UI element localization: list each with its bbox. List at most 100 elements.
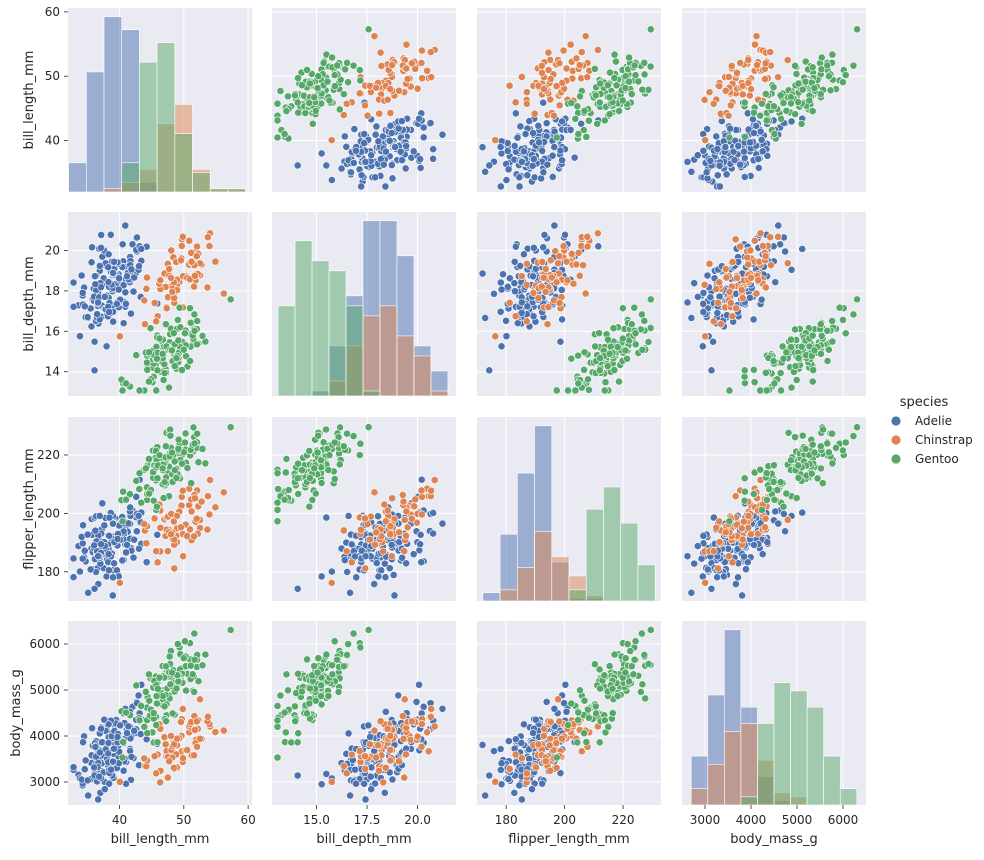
scatter-point-adelie [693, 151, 702, 160]
scatter-point-gentoo [629, 670, 638, 679]
scatter-point-gentoo [153, 684, 162, 693]
scatter-point-adelie [135, 544, 143, 553]
scatter-point-chinstrap [177, 241, 186, 250]
scatter-point-adelie [100, 785, 109, 794]
scatter-point-gentoo [178, 459, 186, 468]
scatter-point-gentoo [849, 61, 858, 70]
scatter-point-chinstrap [374, 741, 382, 750]
hist-bar-adelie [68, 162, 87, 193]
scatter-point-gentoo [284, 486, 293, 494]
scatter-point-gentoo [808, 440, 817, 449]
scatter-point-adelie [109, 269, 117, 277]
scatter-point-gentoo [758, 99, 766, 108]
scatter-point-gentoo [159, 494, 168, 502]
hist-bar-chinstrap [690, 788, 709, 806]
scatter-point-adelie [523, 302, 532, 311]
scatter-point-gentoo [853, 25, 861, 34]
scatter-point-chinstrap [761, 59, 770, 68]
x-tick-label-bill_length_mm: 60 [240, 813, 255, 827]
hist-bar-gentoo [757, 723, 775, 806]
scatter-point-chinstrap [766, 48, 775, 57]
scatter-point-chinstrap [347, 558, 356, 567]
scatter-point-chinstrap [567, 249, 576, 258]
scatter-point-adelie [95, 262, 104, 270]
scatter-point-gentoo [626, 647, 635, 655]
scatter-point-adelie [481, 314, 490, 322]
scatter-point-adelie [409, 550, 418, 559]
scatter-point-adelie [502, 316, 510, 325]
scatter-point-adelie [76, 567, 84, 576]
scatter-point-gentoo [613, 343, 622, 351]
scatter-point-gentoo [574, 351, 583, 360]
scatter-point-gentoo [328, 670, 337, 679]
scatter-point-gentoo [145, 696, 154, 705]
scatter-point-gentoo [792, 494, 801, 502]
scatter-point-chinstrap [219, 488, 228, 497]
scatter-point-gentoo [797, 119, 806, 128]
scatter-point-chinstrap [756, 229, 765, 238]
scatter-point-gentoo [646, 62, 655, 71]
scatter-point-adelie [374, 137, 383, 146]
scatter-point-chinstrap [426, 48, 435, 57]
scatter-point-adelie [693, 292, 702, 301]
scatter-point-chinstrap [153, 558, 162, 567]
scatter-point-gentoo [794, 79, 803, 88]
scatter-point-adelie [409, 147, 418, 156]
scatter-point-gentoo [835, 303, 844, 312]
scatter-point-chinstrap [544, 48, 553, 57]
panel-flipper_length_mm-vs-body_mass_g [682, 417, 866, 601]
hist-bar-chinstrap [413, 355, 432, 397]
scatter-point-adelie [90, 584, 99, 593]
scatter-point-chinstrap [572, 54, 581, 63]
scatter-point-chinstrap [376, 717, 385, 726]
scatter-point-adelie [496, 143, 505, 151]
scatter-point-gentoo [335, 105, 344, 114]
scatter-point-gentoo [584, 705, 592, 714]
scatter-point-chinstrap [554, 259, 562, 268]
scatter-point-adelie [115, 274, 124, 283]
scatter-point-chinstrap [219, 289, 228, 298]
panel-bill_depth_mm-vs-flipper_length_mm [477, 212, 661, 396]
scatter-point-adelie [372, 559, 381, 567]
scatter-point-adelie [511, 109, 520, 118]
scatter-point-adelie [84, 791, 93, 800]
scatter-point-chinstrap [594, 229, 602, 238]
scatter-point-gentoo [641, 694, 650, 703]
scatter-point-adelie [535, 138, 543, 147]
scatter-point-chinstrap [370, 488, 379, 497]
scatter-point-gentoo [608, 684, 617, 693]
scatter-point-gentoo [605, 349, 614, 358]
scatter-point-adelie [497, 342, 506, 351]
scatter-point-chinstrap [559, 242, 568, 250]
hist-bar-gentoo [568, 589, 587, 602]
scatter-point-gentoo [808, 107, 817, 115]
scatter-point-gentoo [758, 506, 766, 514]
scatter-point-adelie [293, 584, 302, 593]
scatter-point-chinstrap [751, 40, 759, 49]
scatter-point-adelie [104, 739, 113, 747]
x-tick-label-flipper_length_mm: 200 [553, 813, 576, 827]
scatter-point-gentoo [823, 439, 832, 448]
scatter-point-chinstrap [417, 59, 426, 67]
scatter-point-chinstrap [185, 236, 194, 245]
scatter-point-adelie [123, 272, 131, 281]
scatter-point-gentoo [118, 753, 127, 762]
scatter-point-chinstrap [418, 46, 426, 55]
scatter-point-adelie [95, 772, 104, 781]
scatter-point-adelie [109, 757, 117, 766]
scatter-point-adelie [510, 257, 519, 266]
scatter-point-chinstrap [400, 547, 409, 556]
scatter-point-chinstrap [363, 111, 372, 120]
scatter-point-gentoo [314, 654, 323, 663]
scatter-point-gentoo [190, 326, 199, 335]
hist-bar-gentoo [121, 162, 140, 193]
scatter-point-adelie [130, 726, 139, 735]
scatter-point-gentoo [630, 655, 639, 664]
scatter-point-chinstrap [395, 528, 403, 537]
scatter-point-chinstrap [141, 320, 149, 329]
scatter-point-adelie [371, 779, 380, 788]
scatter-point-chinstrap [412, 518, 421, 527]
scatter-point-adelie [710, 513, 718, 522]
scatter-point-chinstrap [761, 283, 770, 292]
scatter-point-gentoo [574, 716, 583, 725]
